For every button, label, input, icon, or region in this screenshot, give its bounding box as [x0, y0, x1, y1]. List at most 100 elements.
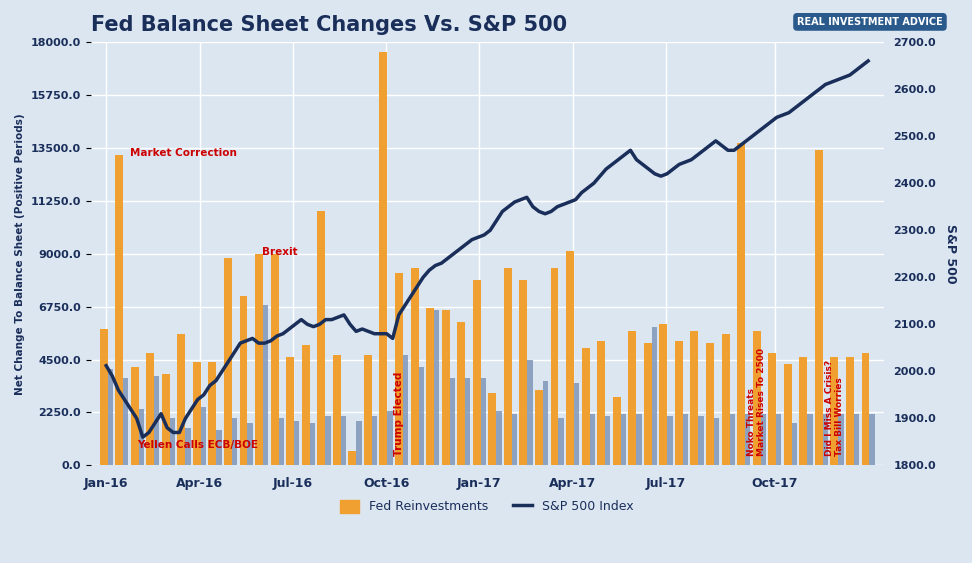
Bar — [574, 383, 579, 466]
Bar — [434, 310, 439, 466]
Y-axis label: S&P 500: S&P 500 — [944, 224, 957, 284]
Bar — [348, 452, 357, 466]
Bar — [130, 367, 139, 466]
Text: Market Correction: Market Correction — [129, 148, 236, 158]
Bar — [503, 268, 512, 466]
Bar — [652, 327, 657, 466]
Bar — [752, 332, 761, 466]
Bar — [388, 412, 393, 466]
Bar — [99, 329, 108, 466]
Bar — [481, 378, 486, 466]
Bar — [186, 428, 191, 466]
Bar — [854, 414, 859, 466]
Bar — [317, 212, 326, 466]
Bar — [815, 150, 823, 466]
Bar — [566, 252, 574, 466]
Bar — [870, 414, 875, 466]
Bar — [512, 414, 517, 466]
Bar — [217, 430, 222, 466]
Bar — [830, 358, 839, 466]
Bar — [286, 358, 295, 466]
Bar — [161, 374, 170, 466]
Bar — [846, 358, 854, 466]
Bar — [643, 343, 652, 466]
Bar — [528, 360, 533, 466]
Bar — [737, 143, 746, 466]
Bar — [457, 322, 466, 466]
Bar — [310, 423, 315, 466]
Text: Did I Miss A Crisis?
Tax Bill Worries: Did I Miss A Crisis? Tax Bill Worries — [824, 360, 844, 456]
Text: Fed Balance Sheet Changes Vs. S&P 500: Fed Balance Sheet Changes Vs. S&P 500 — [90, 15, 567, 35]
Bar — [823, 414, 828, 466]
Bar — [550, 268, 559, 466]
Bar — [783, 364, 792, 466]
Bar — [839, 414, 844, 466]
Bar — [606, 416, 610, 466]
Bar — [699, 416, 704, 466]
Bar — [224, 258, 232, 466]
Bar — [543, 381, 548, 466]
Text: Trump Elected: Trump Elected — [394, 372, 404, 456]
Bar — [621, 414, 626, 466]
Bar — [690, 332, 699, 466]
Bar — [746, 414, 750, 466]
Bar — [155, 376, 159, 466]
Bar — [706, 343, 714, 466]
Bar — [372, 416, 377, 466]
Bar — [332, 355, 341, 466]
Bar — [768, 352, 777, 466]
Bar — [379, 52, 388, 466]
Bar — [441, 310, 450, 466]
Bar — [255, 254, 263, 466]
Bar — [777, 414, 781, 466]
Bar — [721, 334, 730, 466]
Bar — [357, 421, 362, 466]
Bar — [108, 369, 113, 466]
Bar — [232, 418, 237, 466]
Bar — [248, 423, 253, 466]
Bar — [497, 412, 502, 466]
Bar — [714, 418, 719, 466]
Bar — [659, 324, 668, 466]
Legend: Fed Reinvestments, S&P 500 Index: Fed Reinvestments, S&P 500 Index — [335, 495, 639, 519]
Bar — [395, 272, 403, 466]
Bar — [341, 416, 346, 466]
Bar — [628, 332, 637, 466]
Bar — [263, 306, 268, 466]
Bar — [426, 308, 434, 466]
Bar — [590, 414, 595, 466]
Bar — [472, 280, 481, 466]
Bar — [301, 346, 310, 466]
Bar — [419, 367, 424, 466]
Bar — [683, 414, 688, 466]
Bar — [115, 155, 123, 466]
Bar — [668, 416, 673, 466]
Bar — [170, 418, 175, 466]
Bar — [326, 416, 330, 466]
Bar — [450, 378, 455, 466]
Text: Brexit: Brexit — [261, 247, 297, 257]
Bar — [559, 418, 564, 466]
Bar — [279, 418, 284, 466]
Bar — [410, 268, 419, 466]
Bar — [192, 362, 201, 466]
Bar — [146, 352, 155, 466]
Bar — [675, 341, 683, 466]
Bar — [403, 355, 408, 466]
Bar — [466, 378, 470, 466]
Bar — [535, 390, 543, 466]
Bar — [123, 378, 128, 466]
Bar — [201, 406, 206, 466]
Bar — [295, 421, 299, 466]
Text: Yellen Calls ECB/BOE: Yellen Calls ECB/BOE — [137, 440, 259, 450]
Bar — [239, 296, 248, 466]
Bar — [581, 348, 590, 466]
Bar — [177, 334, 186, 466]
Bar — [792, 423, 797, 466]
Bar — [730, 414, 735, 466]
Bar — [364, 355, 372, 466]
Bar — [637, 414, 642, 466]
Y-axis label: Net Change To Balance Sheet (Positive Periods): Net Change To Balance Sheet (Positive Pe… — [15, 113, 25, 395]
Bar — [799, 358, 808, 466]
Bar — [808, 414, 813, 466]
